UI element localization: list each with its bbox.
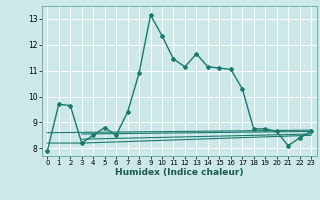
X-axis label: Humidex (Indice chaleur): Humidex (Indice chaleur) (115, 168, 244, 177)
